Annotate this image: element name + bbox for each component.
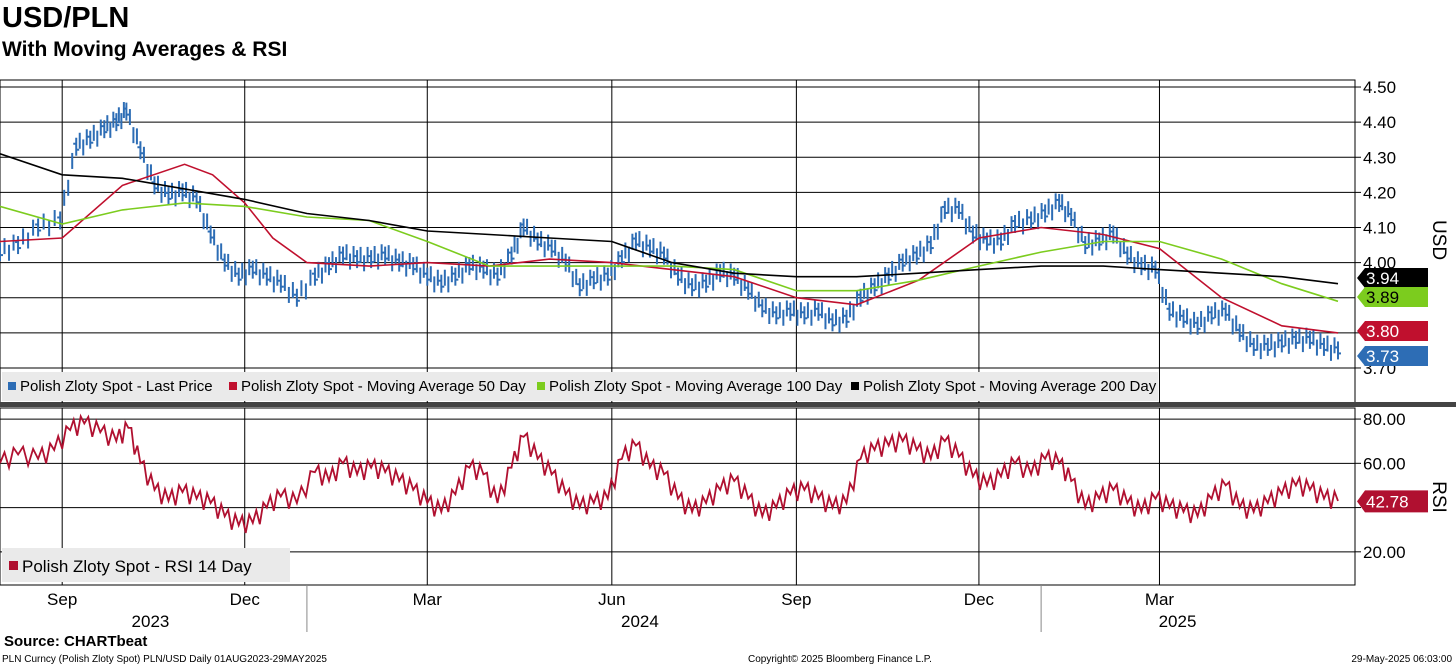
- year-label: 2025: [1159, 612, 1197, 631]
- month-tick-label: Mar: [413, 590, 443, 609]
- last-value-tag: 3.80: [1357, 321, 1428, 341]
- legend-label: Polish Zloty Spot - Moving Average 50 Da…: [241, 378, 526, 395]
- last-value-tag: 3.89: [1357, 287, 1428, 307]
- rsi-legend: Polish Zloty Spot - RSI 14 Day: [2, 548, 290, 582]
- last-value-tag-bg: [1357, 287, 1428, 307]
- last-value-tag-text: 3.80: [1366, 322, 1399, 341]
- month-tick-label: Sep: [781, 590, 811, 609]
- month-tick-label: Dec: [230, 590, 261, 609]
- last-value-tag-bg: [1357, 346, 1428, 366]
- panel-separator: [0, 402, 1456, 407]
- rsi-axis-tick-label: 60.00: [1363, 454, 1406, 473]
- legend-label: Polish Zloty Spot - RSI 14 Day: [22, 557, 252, 576]
- price-axis-tick-label: 4.50: [1363, 78, 1396, 97]
- legend-label: Polish Zloty Spot - Last Price: [20, 378, 213, 395]
- rsi-plot-frame: [0, 407, 1356, 586]
- year-label: 2024: [621, 612, 659, 631]
- rsi-last-value-tag: 42.78: [1357, 490, 1428, 513]
- price-axis-tick-label: 4.40: [1363, 113, 1396, 132]
- legend-swatch: [9, 561, 18, 570]
- last-value-tag-text: 3.73: [1366, 347, 1399, 366]
- price-axis-tick-label: 4.20: [1363, 183, 1396, 202]
- rsi-last-value-tag-bg: [1357, 490, 1428, 513]
- rsi-axis-tick-label: 20.00: [1363, 543, 1406, 562]
- legend-swatch: [851, 382, 859, 390]
- chart-title: USD/PLN: [2, 2, 130, 34]
- chart-subtitle: With Moving Averages & RSI: [2, 38, 288, 61]
- last-value-tag: 3.73: [1357, 346, 1428, 366]
- rsi-line: [0, 413, 1339, 534]
- price-axis-title: USD: [1428, 220, 1449, 260]
- legend-label: Polish Zloty Spot - Moving Average 200 D…: [863, 378, 1157, 395]
- last-value-tag-bg: [1357, 268, 1428, 288]
- ma200-line: [0, 153, 1339, 285]
- footer-security-info: PLN Curncy (Polish Zloty Spot) PLN/USD D…: [2, 654, 327, 665]
- price-axis-tick-label: 4.30: [1363, 148, 1396, 167]
- price-legend: Polish Zloty Spot - Last Price Polish Zlo…: [2, 372, 1158, 401]
- source-note: Source: CHARTbeat: [4, 633, 148, 650]
- ma50-line: [0, 163, 1339, 334]
- last-value-tag: 3.94: [1357, 268, 1428, 288]
- last-value-tag-bg: [1357, 321, 1428, 341]
- rsi-legend-bg: [2, 548, 290, 582]
- ma100-line: [0, 202, 1339, 303]
- month-tick-label: Mar: [1145, 590, 1175, 609]
- rsi-axis-tick-label: 80.00: [1363, 410, 1406, 429]
- legend-swatch: [229, 382, 237, 390]
- legend-swatch: [8, 382, 16, 390]
- last-value-tag-text: 3.89: [1366, 288, 1399, 307]
- year-label: 2023: [132, 612, 170, 631]
- legend-label: Polish Zloty Spot - Moving Average 100 D…: [549, 378, 843, 395]
- rsi-last-value-tag-text: 42.78: [1366, 492, 1409, 511]
- price-axis-tick-label: 4.00: [1363, 254, 1396, 273]
- month-tick-label: Jun: [598, 590, 625, 609]
- footer-timestamp: 29-May-2025 06:03:00: [1351, 654, 1452, 665]
- month-tick-label: Sep: [47, 590, 77, 609]
- price-axis-tick-label: 4.10: [1363, 219, 1396, 238]
- price-bars: [0, 102, 1341, 361]
- legend-swatch: [537, 382, 545, 390]
- rsi-axis-title: RSI: [1428, 481, 1449, 513]
- month-tick-label: Dec: [964, 590, 995, 609]
- price-legend-bg: [2, 372, 1158, 401]
- footer-copyright: Copyright© 2025 Bloomberg Finance L.P.: [748, 654, 932, 665]
- last-value-tag-text: 3.94: [1366, 269, 1399, 288]
